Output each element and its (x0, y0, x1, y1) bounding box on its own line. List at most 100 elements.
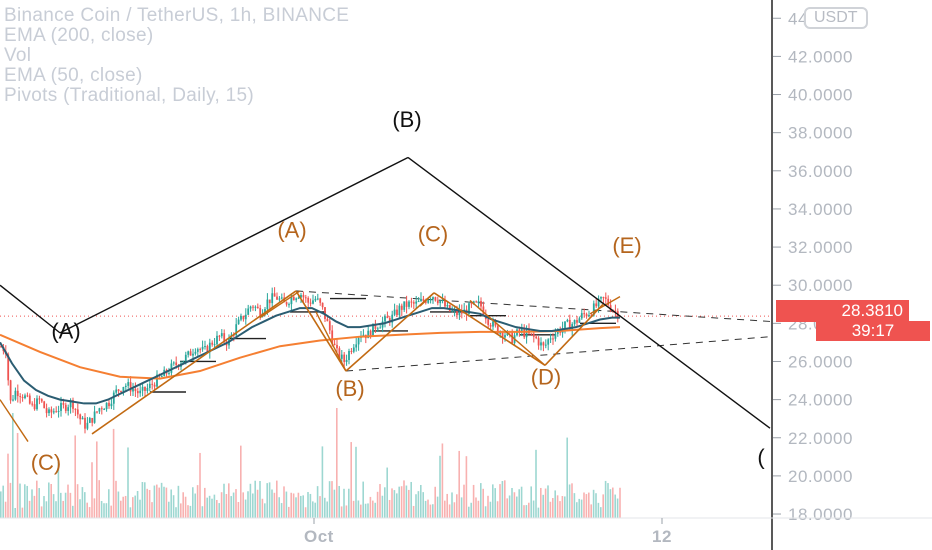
volume-bar (408, 489, 410, 518)
volume-bar (396, 493, 398, 518)
volume-bar (542, 494, 544, 518)
volume-bar (590, 504, 592, 518)
y-tick-label: 18.0000 (788, 505, 853, 524)
candle-body (184, 354, 187, 361)
volume-bar (561, 496, 564, 518)
candle-body (93, 411, 96, 423)
candle-body (357, 337, 360, 345)
volume-bar (540, 487, 542, 518)
volume-bar (496, 501, 499, 518)
candle-body (79, 414, 82, 420)
candle-body (223, 333, 226, 342)
candle-body (168, 372, 170, 374)
candle-body (427, 300, 430, 303)
candle-body (132, 388, 134, 392)
candle-body (595, 303, 598, 307)
volume-bar (175, 507, 177, 518)
candle-body (600, 297, 602, 299)
volume-bar (472, 484, 475, 518)
volume-bar (64, 492, 67, 518)
currency-badge[interactable]: USDT (804, 7, 868, 29)
volume-bar (259, 481, 261, 518)
volume-bar (595, 493, 597, 518)
candle-body (379, 327, 382, 329)
candle-body (81, 417, 84, 420)
wave-label: (D) (531, 364, 562, 389)
candle-body (400, 305, 403, 310)
channel-edge (469, 299, 546, 366)
pivots-legend: Pivots (Traditional, Daily, 15) (4, 85, 255, 106)
price-axis: 18.000020.000022.000024.000026.000028.00… (771, 0, 853, 550)
volume-bar (420, 484, 422, 518)
candle-body (518, 329, 521, 332)
volume-bar (410, 481, 412, 518)
wave-label: (B) (392, 107, 421, 132)
volume-bar (244, 499, 247, 518)
major-wave-line (59, 156, 409, 334)
candle-body (218, 335, 221, 337)
volume-bar (112, 428, 115, 518)
volume-bar (336, 408, 338, 518)
volume-bar (309, 493, 312, 518)
volume-bar (475, 497, 477, 518)
volume-bar (520, 486, 523, 518)
candle-body (537, 338, 540, 346)
candle-body (7, 354, 10, 381)
candle-body (48, 409, 50, 414)
volume-bar (456, 494, 458, 518)
volume-bar (108, 489, 110, 518)
candle-body (417, 301, 420, 303)
volume-bar (252, 493, 254, 518)
candle-body (153, 384, 156, 387)
candle-body (247, 308, 250, 315)
volume-bar (74, 435, 76, 518)
volume-bar (602, 494, 604, 518)
candlestick-series (0, 287, 619, 434)
y-tick-label: 40.0000 (788, 86, 853, 105)
candle-body (444, 299, 446, 307)
volume-bar (321, 446, 324, 518)
candle-body (576, 320, 578, 323)
volume-bar (271, 489, 273, 518)
minor-wave-line (295, 290, 347, 372)
candle-body (405, 301, 408, 307)
volume-bar (429, 504, 432, 518)
volume-bar (415, 494, 417, 518)
candle-body (21, 397, 24, 399)
volume-bar (451, 492, 453, 518)
candle-body (266, 299, 269, 310)
volume-bar (333, 489, 336, 518)
candle-body (304, 297, 307, 299)
y-tick-label: 20.0000 (788, 467, 853, 486)
candle-body (321, 302, 324, 308)
volume-bar (81, 487, 84, 518)
volume-bar (122, 496, 124, 518)
volume-bar (79, 499, 81, 518)
wave-label: ( (757, 444, 765, 469)
candle-body (554, 333, 557, 339)
volume-bar (434, 486, 436, 518)
volume-bar (609, 489, 612, 518)
volume-bar (518, 489, 520, 518)
volume-bar (100, 500, 103, 518)
time-axis: Oct 12 (0, 517, 932, 546)
candle-body (424, 301, 427, 303)
candle-body (535, 336, 538, 339)
volume-bar (189, 505, 192, 518)
candle-body (525, 329, 528, 338)
volume-bar (45, 501, 48, 518)
volume-bar (290, 492, 292, 518)
candle-body (480, 300, 482, 307)
candle-body (487, 319, 490, 325)
volume-bar (62, 500, 64, 518)
minor-wave-line (345, 292, 435, 372)
volume-bar (88, 507, 91, 518)
volume-bar (556, 495, 559, 518)
candle-body (28, 395, 31, 404)
volume-bars (0, 408, 621, 518)
volume-bar (424, 500, 427, 518)
candle-body (372, 323, 374, 337)
wave-label: (B) (335, 376, 364, 401)
